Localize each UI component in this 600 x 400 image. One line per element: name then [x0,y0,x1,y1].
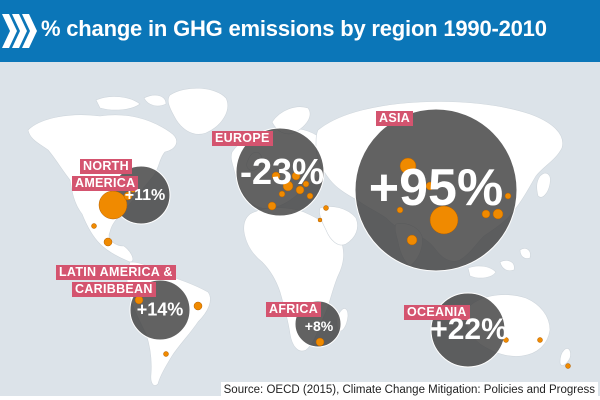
label-latin-america-line2: CARIBBEAN [72,282,156,297]
label-asia: ASIA [376,111,414,126]
greenland-landmass [167,87,228,135]
japan-landmass [536,172,551,198]
arabia-landmass [319,206,358,246]
page-title: % change in GHG emissions by region 1990… [41,16,547,41]
label-europe: EUROPE [212,131,273,146]
change-asia: +95% [368,159,504,217]
label-latin-america-line1: LATIN AMERICA & [56,265,176,280]
source-caption: Source: OECD (2015), Climate Change Miti… [220,382,598,398]
bubble-asia [354,108,518,272]
label-north-america-line1: NORTH [80,159,132,174]
oecd-chevrons-icon [2,14,37,48]
world-map [0,62,600,400]
change-africa: +8% [304,318,334,334]
change-latin-america: +14% [136,299,184,320]
label-africa: AFRICA [266,302,322,317]
label-oceania: OCEANIA [404,305,470,320]
new-zealand-landmass [559,348,571,366]
change-europe: -23% [239,151,325,192]
change-north-america: +11% [124,187,166,204]
se-asia-islands-landmass [467,248,531,279]
bubble-europe [235,127,325,217]
label-north-america-line2: AMERICA [72,176,139,191]
arctic-islands-landmass [95,94,167,111]
change-oceania: +22% [430,313,508,346]
header-bar: % change in GHG emissions by region 1990… [0,0,600,62]
